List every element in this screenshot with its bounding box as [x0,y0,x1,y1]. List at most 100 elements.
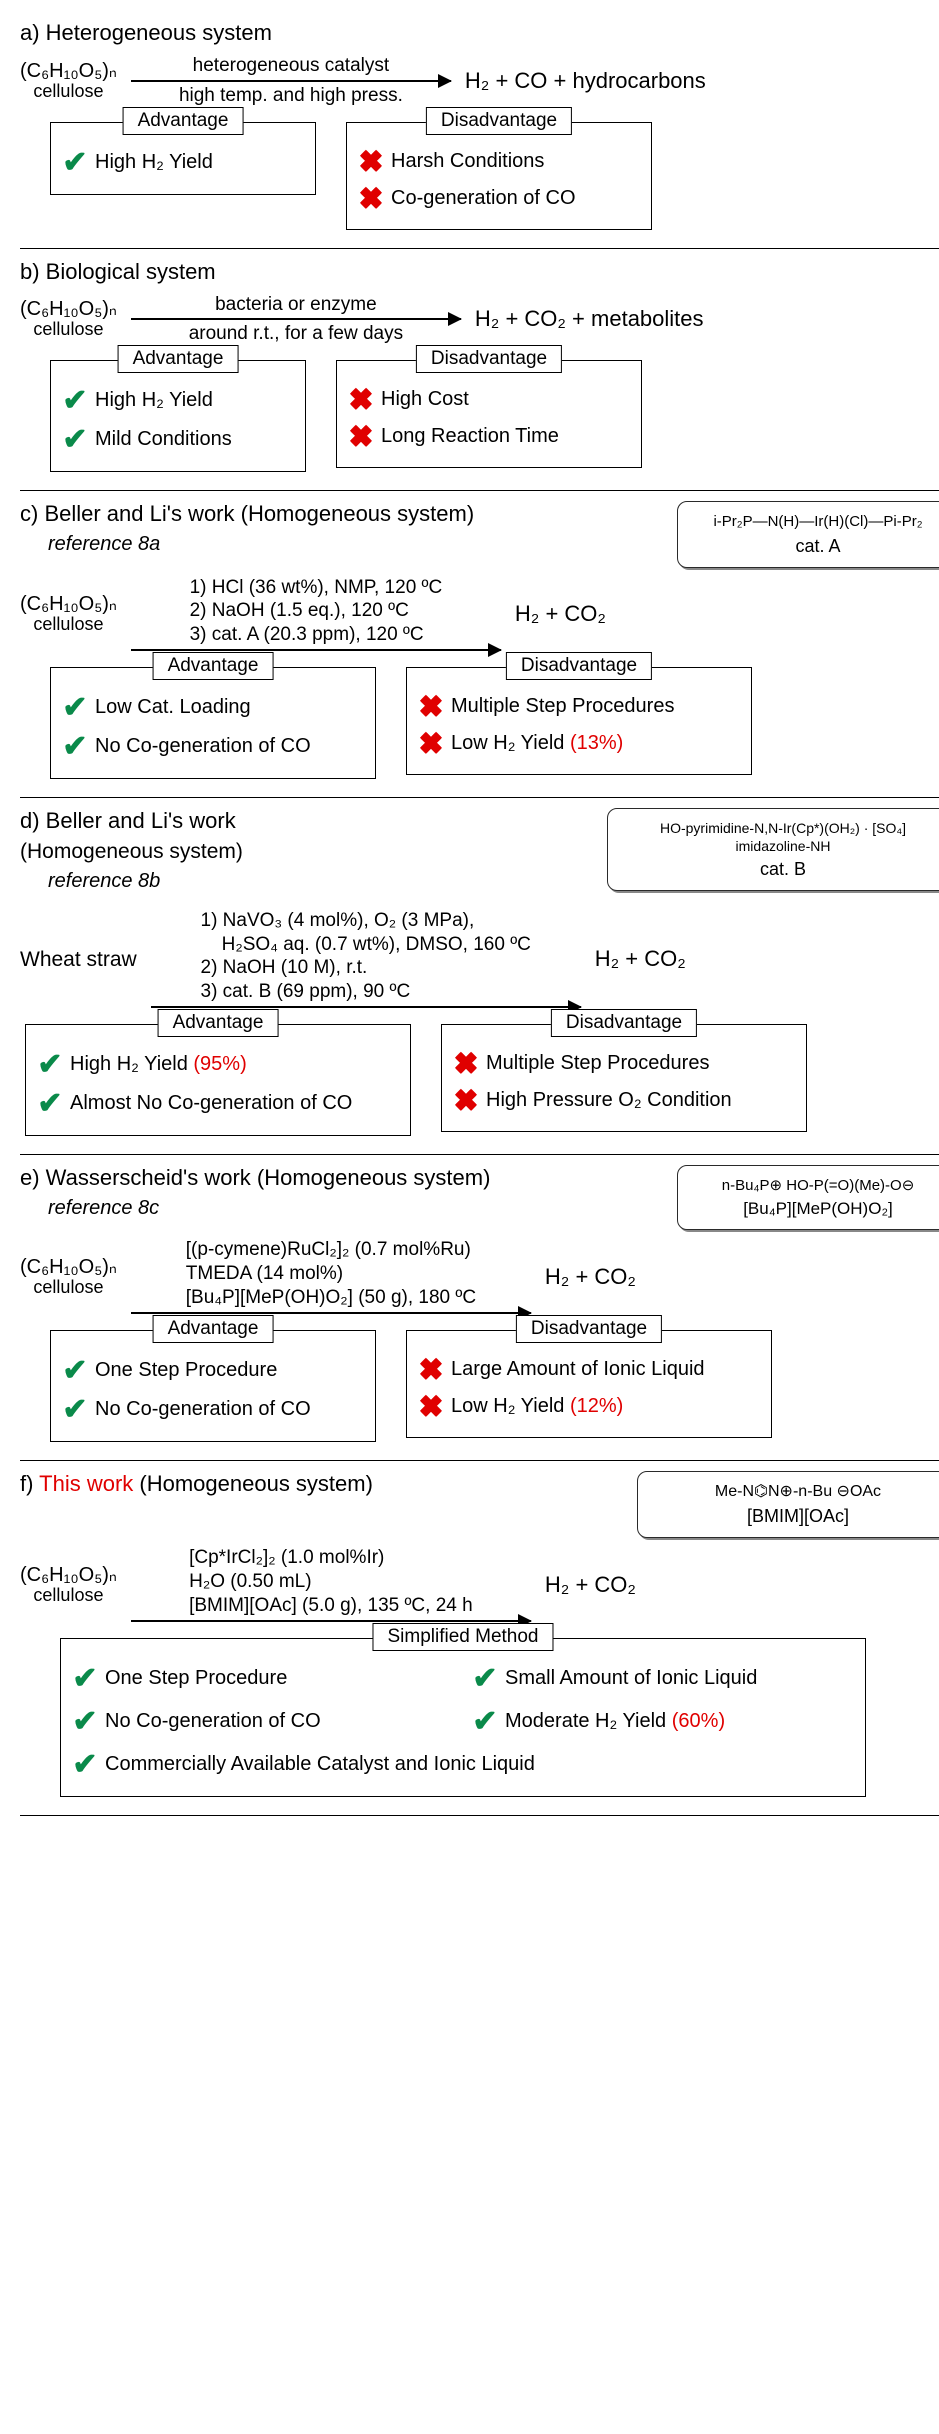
dis-text: Multiple Step Procedures [486,1052,709,1075]
advdis-e: Advantage ✔One Step Procedure ✔No Co-gen… [20,1330,939,1442]
formula-f: (C₆H₁₀O₅)ₙ [20,1564,117,1586]
arrow-line-c [131,649,501,651]
cross-icon: ✖ [347,383,375,416]
adv-text: Low Cat. Loading [95,696,251,719]
steps-f: [Cp*IrCl₂]₂ (1.0 mol%Ir) H₂O (0.50 mL) [… [189,1546,473,1617]
dis-item: ✖Long Reaction Time [347,420,627,453]
catalyst-box-e: n-Bu₄P⊕ HO-P(=O)(Me)-O⊖ [Bu₄P][MeP(OH)O₂… [677,1165,939,1231]
title-red-f: This work [39,1471,133,1496]
section-e: e) Wasserscheid's work (Homogeneous syst… [20,1155,939,1461]
reaction-e: (C₆H₁₀O₅)ₙ cellulose [(p-cymene)RuCl₂]₂ … [20,1238,939,1315]
reactant-f: (C₆H₁₀O₅)ₙ cellulose [20,1564,117,1606]
reactant-label-f: cellulose [20,1586,117,1606]
adv-item: ✔Mild Conditions [61,422,291,457]
dis-box-a: ✖Harsh Conditions ✖Co-generation of CO [346,122,652,230]
catalyst-box-f: Me-N⌬N⊕-n-Bu ⊖OAc [BMIM][OAc] [637,1471,939,1539]
section-c: c) Beller and Li's work (Homogeneous sys… [20,491,939,798]
adv-wrap-b: Advantage ✔High H₂ Yield ✔Mild Condition… [50,360,306,472]
adv-text: No Co-generation of CO [95,735,311,758]
title-block-d: d) Beller and Li's work (Homogeneous sys… [20,808,243,901]
title-a: a) Heterogeneous system [20,20,939,46]
check-icon: ✔ [71,1661,99,1696]
dis-label-d: Disadvantage [551,1009,697,1037]
adv-text: High H₂ Yield (95%) [70,1053,247,1076]
header-c: c) Beller and Li's work (Homogeneous sys… [20,501,939,568]
adv-box-b: ✔High H₂ Yield ✔Mild Conditions [50,360,306,472]
reaction-f: (C₆H₁₀O₅)ₙ cellulose [Cp*IrCl₂]₂ (1.0 mo… [20,1546,939,1623]
cross-icon: ✖ [417,1390,445,1423]
adv-box-e: ✔One Step Procedure ✔ No Co-generation of… [50,1330,376,1442]
dis-item: ✖ Multiple Step Procedures [452,1047,792,1080]
check-icon: ✔ [471,1704,499,1739]
steps-d: 1) NaVO₃ (4 mol%), O₂ (3 MPa), H₂SO₄ aq.… [201,909,531,1004]
formula-e: (C₆H₁₀O₅)ₙ [20,1256,117,1278]
arrow-c: 1) HCl (36 wt%), NMP, 120 ºC 2) NaOH (1.… [131,576,501,653]
header-d: d) Beller and Li's work (Homogeneous sys… [20,808,939,901]
title2-d: (Homogeneous system) [20,840,243,864]
dis-label-a: Disadvantage [426,107,572,135]
highlight-text: (12%) [570,1395,623,1417]
sim-text: Small Amount of Ionic Liquid [505,1667,757,1690]
advdis-c: Advantage ✔Low Cat. Loading ✔No Co-gener… [20,667,939,779]
steps-c: 1) HCl (36 wt%), NMP, 120 ºC 2) NaOH (1.… [190,576,443,647]
dis-item: ✖Large Amount of Ionic Liquid [417,1353,757,1386]
cross-icon: ✖ [452,1047,480,1080]
arrow-a: heterogeneous catalyst high temp. and hi… [131,54,451,108]
reactant-c: (C₆H₁₀O₅)ₙ cellulose [20,593,117,635]
sim-item: ✔Commercially Available Catalyst and Ion… [71,1747,851,1782]
reactant-b: (C₆H₁₀O₅)ₙ cellulose [20,298,117,340]
adv-text: No Co-generation of CO [95,1398,311,1421]
adv-label-d: Advantage [158,1009,279,1037]
title-d: d) Beller and Li's work [20,808,243,834]
title-c: c) Beller and Li's work (Homogeneous sys… [20,501,474,527]
dis-text: Long Reaction Time [381,425,559,448]
dis-text: Low H₂ Yield (12%) [451,1395,623,1418]
adv-label-c: Advantage [153,652,274,680]
title-prefix-f: f) [20,1471,39,1496]
catalyst-label-e: [Bu₄P][MeP(OH)O₂] [688,1199,939,1219]
cross-icon: ✖ [357,145,385,178]
arrow-line-d [151,1006,581,1008]
arrow-top-b: bacteria or enzyme [215,293,377,317]
products-e: H₂ + CO₂ [545,1264,636,1290]
section-b: b) Biological system (C₆H₁₀O₅)ₙ cellulos… [20,249,939,492]
catalyst-box-c: i-Pr₂P—N(H)—Ir(H)(Cl)—Pi-Pr₂ cat. A [677,501,939,568]
cross-icon: ✖ [357,182,385,215]
reactant-d: Wheat straw [20,948,137,971]
check-icon: ✔ [61,1392,89,1427]
catalyst-desc-f: Me-N⌬N⊕-n-Bu ⊖OAc [648,1482,939,1503]
dis-box-b: ✖High Cost ✖Long Reaction Time [336,360,642,468]
cross-icon: ✖ [417,690,445,723]
products-f: H₂ + CO₂ [545,1572,636,1598]
sim-item: ✔Moderate H₂ Yield (60%) [471,1704,851,1739]
title-suffix-f: (Homogeneous system) [133,1471,373,1496]
reaction-c: (C₆H₁₀O₅)ₙ cellulose 1) HCl (36 wt%), NM… [20,576,939,653]
adv-item: ✔One Step Procedure [61,1353,361,1388]
dis-item: ✖Low H₂ Yield (13%) [417,727,737,760]
sim-text: Commercially Available Catalyst and Ioni… [105,1753,535,1776]
header-f: f) This work (Homogeneous system) Me-N⌬N… [20,1471,939,1539]
products-c: H₂ + CO₂ [515,601,606,627]
adv-label-a: Advantage [123,107,244,135]
section-f: f) This work (Homogeneous system) Me-N⌬N… [20,1461,939,1816]
adv-item: ✔No Co-generation of CO [61,729,361,764]
dis-box-d: ✖Multiple Step Procedures ✖High Pressure… [441,1024,807,1132]
adv-text: High H₂ Yield [95,151,213,174]
arrow-bot-b: around r.t., for a few days [189,322,403,346]
adv-text: Almost No Co-generation of CO [70,1092,352,1115]
arrow-d: 1) NaVO₃ (4 mol%), O₂ (3 MPa), H₂SO₄ aq.… [151,909,581,1010]
dis-wrap-b: Disadvantage ✖High Cost ✖Long Reaction T… [336,360,642,472]
check-icon: ✔ [36,1047,64,1082]
reaction-a: (C₆H₁₀O₅)ₙ cellulose heterogeneous catal… [20,54,939,108]
products-a: H₂ + CO + hydrocarbons [465,68,706,94]
formula-a: (C₆H₁₀O₅)ₙ [20,60,117,82]
catalyst-label-f: [BMIM][OAc] [648,1506,939,1527]
reaction-b: (C₆H₁₀O₅)ₙ cellulose bacteria or enzyme … [20,293,939,347]
arrow-line-e [131,1312,531,1314]
box-wrap-f: Simplified Method ✔One Step Procedure ✔S… [60,1638,866,1797]
dis-wrap-e: Disadvantage ✖Large Amount of Ionic Liqu… [406,1330,772,1442]
arrow-e: [(p-cymene)RuCl₂]₂ (0.7 mol%Ru) TMEDA (1… [131,1238,531,1315]
simplified-wrap-f: Simplified Method ✔One Step Procedure ✔S… [20,1638,939,1797]
arrow-line-b [131,318,461,320]
formula-d: Wheat straw [20,948,137,971]
